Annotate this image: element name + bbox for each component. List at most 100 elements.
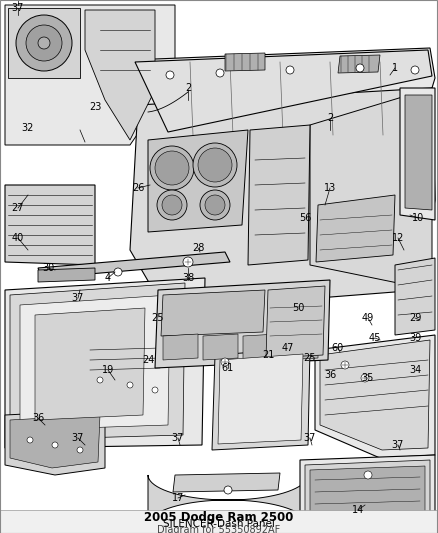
Polygon shape xyxy=(8,8,80,78)
Text: 13: 13 xyxy=(324,183,336,193)
Circle shape xyxy=(224,486,232,494)
Text: 34: 34 xyxy=(409,365,421,375)
Polygon shape xyxy=(203,334,238,360)
Circle shape xyxy=(200,190,230,220)
Polygon shape xyxy=(266,286,325,358)
Text: 2005 Dodge Ram 2500: 2005 Dodge Ram 2500 xyxy=(144,511,294,523)
Circle shape xyxy=(216,69,224,77)
Text: SILENCER-Dash Panel: SILENCER-Dash Panel xyxy=(163,519,275,529)
Circle shape xyxy=(198,148,232,182)
Text: 35: 35 xyxy=(362,373,374,383)
Circle shape xyxy=(150,146,194,190)
Text: 37: 37 xyxy=(72,433,84,443)
Polygon shape xyxy=(305,460,430,530)
Text: 37: 37 xyxy=(12,3,24,13)
Polygon shape xyxy=(148,130,248,232)
Circle shape xyxy=(114,268,122,276)
Text: 60: 60 xyxy=(332,343,344,353)
Circle shape xyxy=(166,71,174,79)
Text: 37: 37 xyxy=(72,293,84,303)
Polygon shape xyxy=(38,268,95,282)
Text: 17: 17 xyxy=(172,493,184,503)
Text: 36: 36 xyxy=(324,370,336,380)
Text: 40: 40 xyxy=(12,233,24,243)
Polygon shape xyxy=(173,473,280,492)
Text: 61: 61 xyxy=(222,363,234,373)
Polygon shape xyxy=(148,475,308,525)
Text: 28: 28 xyxy=(192,243,204,253)
Text: 25: 25 xyxy=(152,313,164,323)
Polygon shape xyxy=(395,258,435,335)
Circle shape xyxy=(364,471,372,479)
Text: 37: 37 xyxy=(172,433,184,443)
Polygon shape xyxy=(225,53,265,71)
Polygon shape xyxy=(35,308,145,420)
Circle shape xyxy=(155,151,189,185)
Polygon shape xyxy=(283,334,318,360)
Text: 36: 36 xyxy=(32,413,44,423)
Polygon shape xyxy=(405,95,432,210)
Polygon shape xyxy=(130,48,435,138)
Circle shape xyxy=(77,447,83,453)
Text: 10: 10 xyxy=(412,213,424,223)
Text: 49: 49 xyxy=(362,313,374,323)
Circle shape xyxy=(38,37,50,49)
Polygon shape xyxy=(300,455,435,533)
Polygon shape xyxy=(212,348,310,450)
Text: 47: 47 xyxy=(282,343,294,353)
Polygon shape xyxy=(248,125,310,265)
Polygon shape xyxy=(85,10,155,140)
Circle shape xyxy=(221,358,229,366)
Polygon shape xyxy=(338,55,380,73)
Text: 1: 1 xyxy=(392,63,398,73)
Polygon shape xyxy=(20,295,170,430)
Text: 12: 12 xyxy=(392,233,404,243)
Circle shape xyxy=(286,66,294,74)
Polygon shape xyxy=(310,466,425,528)
Text: 37: 37 xyxy=(304,433,316,443)
Polygon shape xyxy=(155,280,330,368)
Polygon shape xyxy=(10,415,100,468)
Polygon shape xyxy=(161,290,265,336)
Text: 39: 39 xyxy=(409,333,421,343)
Polygon shape xyxy=(320,340,430,450)
Circle shape xyxy=(205,195,225,215)
Text: 27: 27 xyxy=(12,203,24,213)
Polygon shape xyxy=(5,185,95,265)
Polygon shape xyxy=(5,278,205,448)
Text: 32: 32 xyxy=(22,123,34,133)
Circle shape xyxy=(193,143,237,187)
Polygon shape xyxy=(5,410,105,475)
Text: 50: 50 xyxy=(292,303,304,313)
Circle shape xyxy=(361,374,369,382)
Circle shape xyxy=(27,437,33,443)
Text: 23: 23 xyxy=(89,102,101,112)
Polygon shape xyxy=(135,50,432,132)
Circle shape xyxy=(127,382,133,388)
Text: 45: 45 xyxy=(369,333,381,343)
Circle shape xyxy=(411,66,419,74)
Circle shape xyxy=(16,15,72,71)
Text: 38: 38 xyxy=(182,273,194,283)
Polygon shape xyxy=(243,334,278,360)
Circle shape xyxy=(52,442,58,448)
Text: 37: 37 xyxy=(392,440,404,450)
Text: 2: 2 xyxy=(327,113,333,123)
Circle shape xyxy=(157,190,187,220)
Text: 14: 14 xyxy=(352,505,364,515)
Circle shape xyxy=(356,64,364,72)
Polygon shape xyxy=(130,88,435,310)
Text: 30: 30 xyxy=(42,263,54,273)
Polygon shape xyxy=(5,5,175,145)
Polygon shape xyxy=(310,88,432,290)
Polygon shape xyxy=(0,510,438,533)
Circle shape xyxy=(97,377,103,383)
Circle shape xyxy=(162,195,182,215)
Text: 19: 19 xyxy=(102,365,114,375)
Text: 56: 56 xyxy=(299,213,311,223)
Circle shape xyxy=(341,361,349,369)
Polygon shape xyxy=(316,195,395,262)
Polygon shape xyxy=(163,334,198,360)
Polygon shape xyxy=(10,283,185,440)
Text: 26: 26 xyxy=(132,183,144,193)
